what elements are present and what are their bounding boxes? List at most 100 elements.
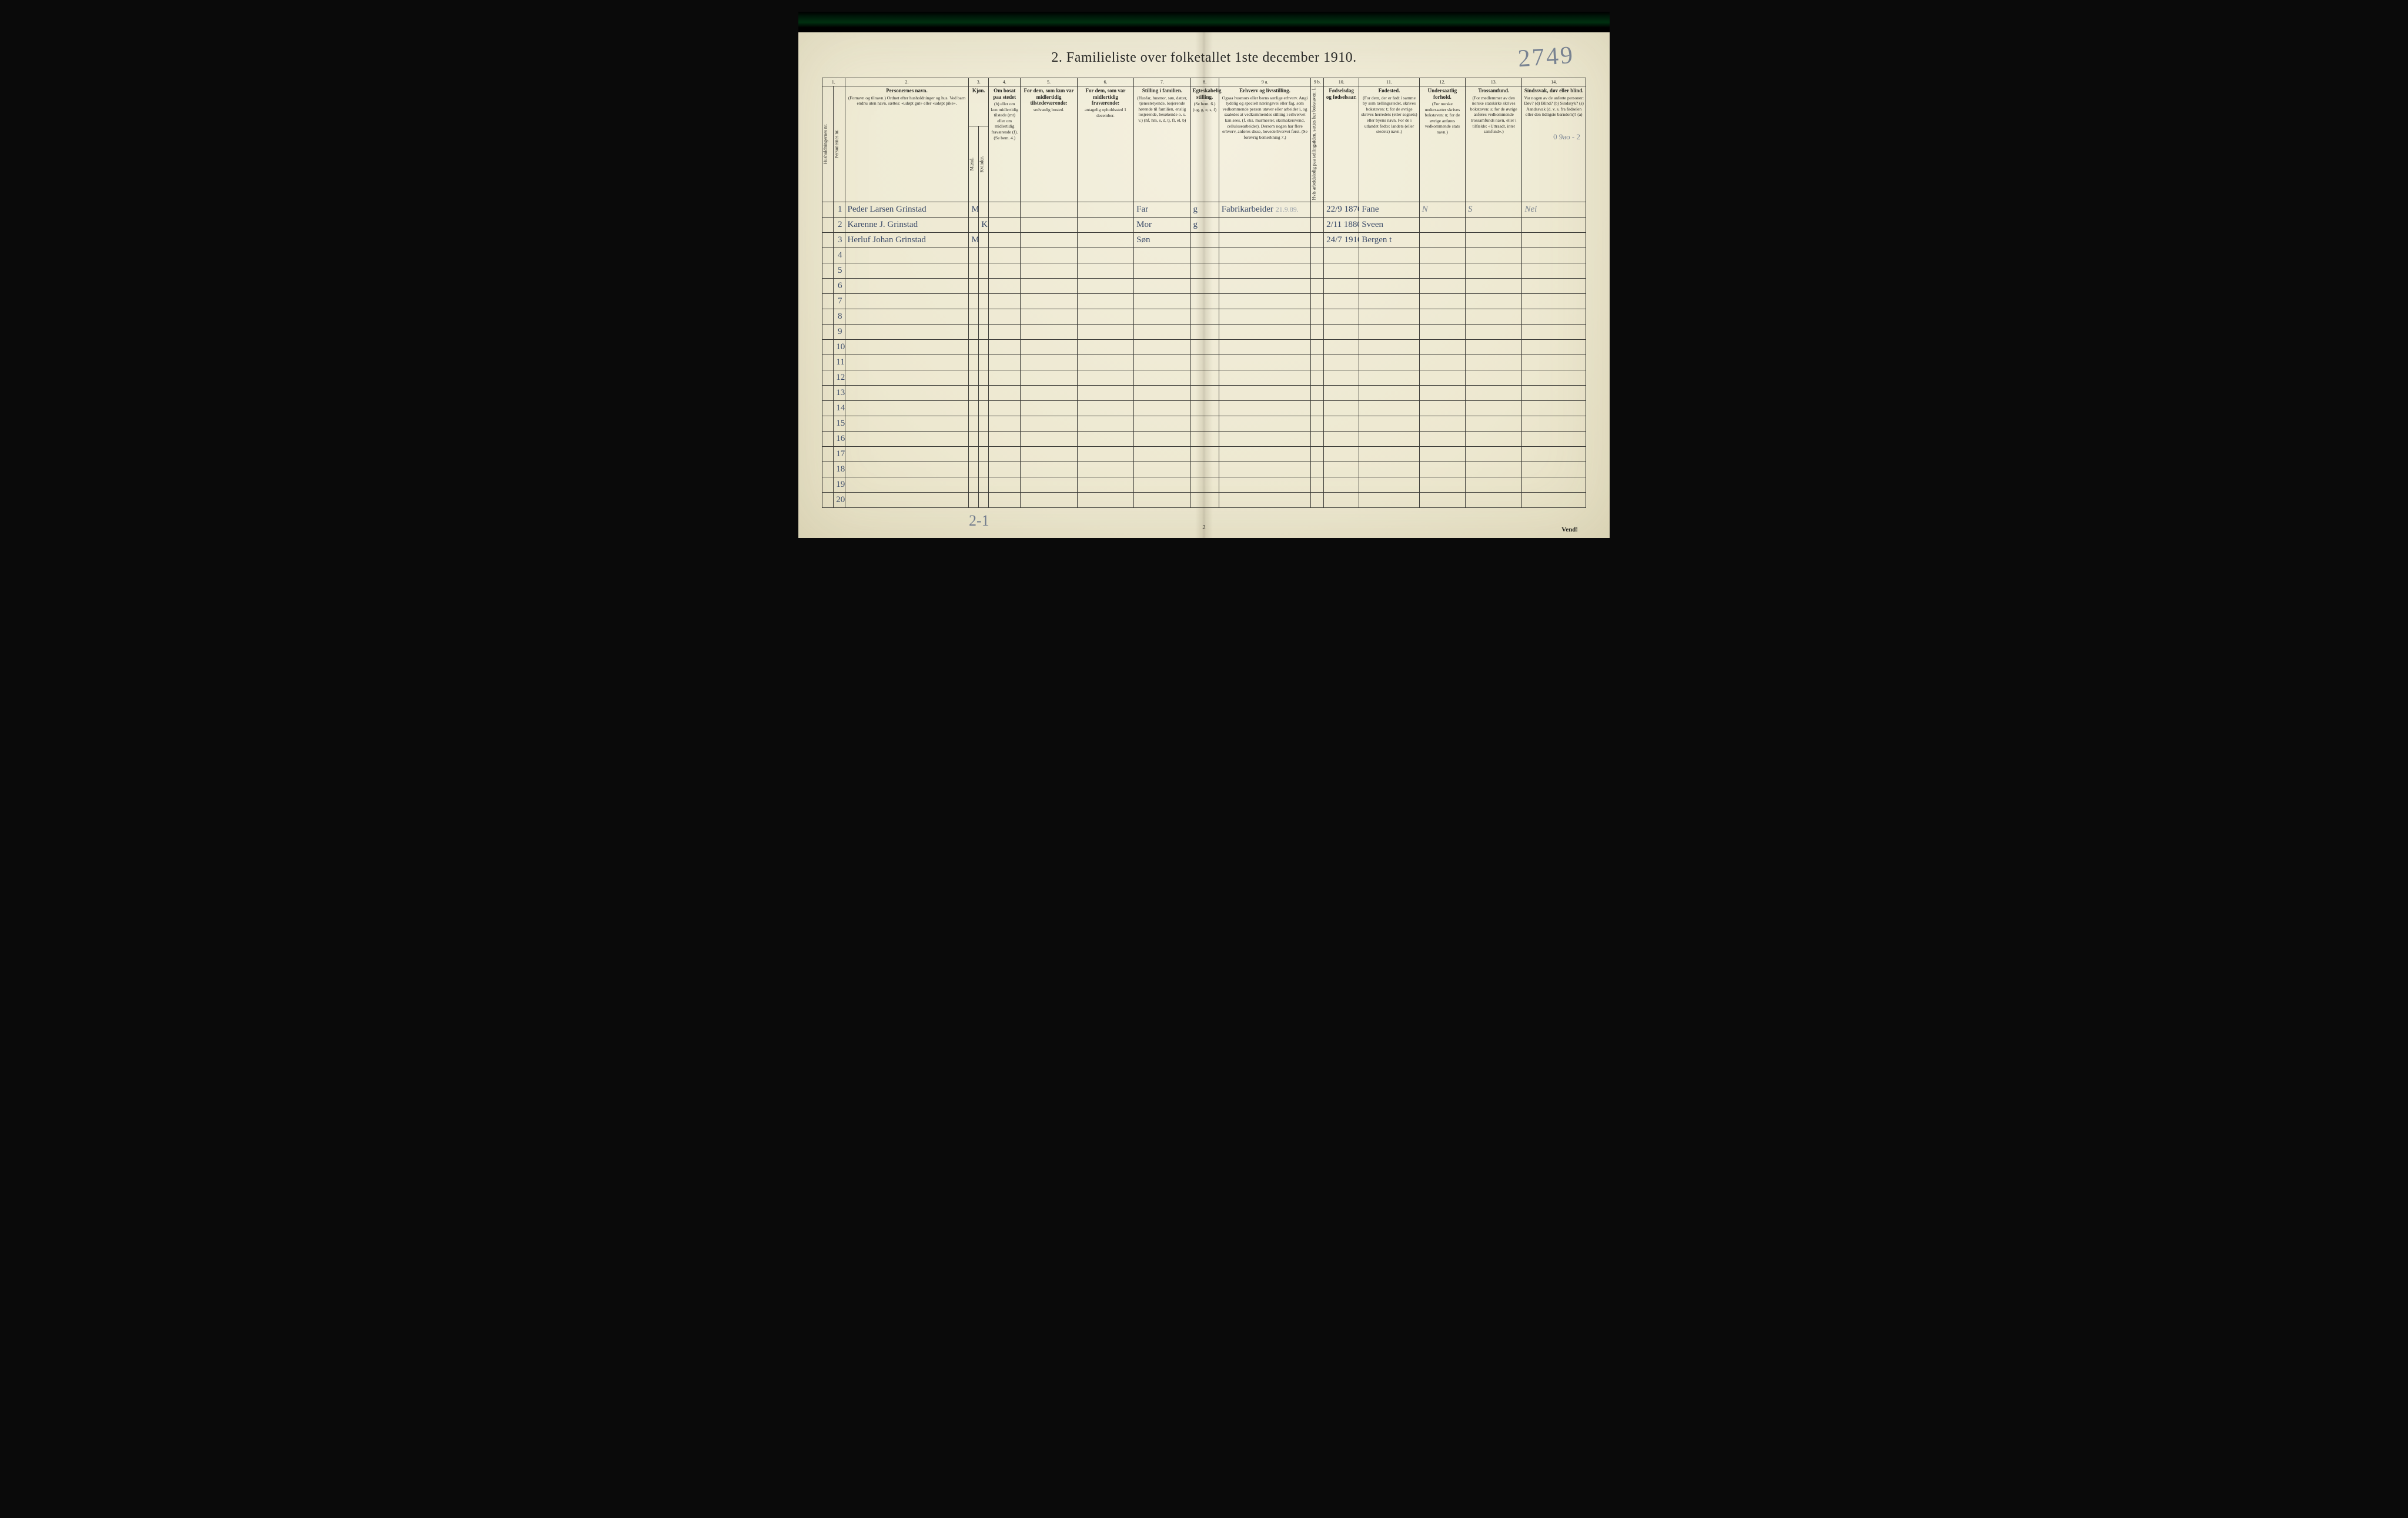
cell-religion bbox=[1466, 232, 1522, 248]
hdr-sex-k: Kvinder. bbox=[979, 126, 989, 202]
empty-cell bbox=[1190, 446, 1219, 462]
empty-cell: 17 bbox=[834, 446, 845, 462]
empty-cell bbox=[822, 416, 834, 431]
empty-cell: 16 bbox=[834, 431, 845, 446]
empty-cell bbox=[1219, 324, 1311, 339]
hdr-temp-present-title: For dem, som kun var midlertidig tilsted… bbox=[1022, 88, 1075, 106]
empty-cell: 8 bbox=[834, 309, 845, 324]
hdr-sex-m: Mænd. bbox=[969, 126, 979, 202]
empty-cell bbox=[1419, 339, 1465, 355]
empty-cell bbox=[1190, 477, 1219, 492]
empty-cell bbox=[822, 339, 834, 355]
col-num-13: 13. bbox=[1466, 78, 1522, 86]
empty-cell bbox=[822, 492, 834, 507]
cell-disability bbox=[1522, 232, 1586, 248]
empty-cell bbox=[1311, 431, 1324, 446]
empty-cell bbox=[979, 263, 989, 278]
empty-cell bbox=[1324, 400, 1359, 416]
table-body: 1Peder Larsen GrinstadMFargFabrikarbeide… bbox=[822, 202, 1586, 507]
empty-cell: 5 bbox=[834, 263, 845, 278]
empty-cell bbox=[822, 462, 834, 477]
hdr-temp-absent-sub: antagelig opholdssted 1 december. bbox=[1085, 107, 1126, 118]
empty-cell bbox=[1021, 400, 1077, 416]
footer-handwritten-mark: 2-1 bbox=[969, 512, 989, 530]
empty-cell bbox=[1219, 492, 1311, 507]
col-num-9a: 9 a. bbox=[1219, 78, 1311, 86]
hdr-nationality-sub: (For norske undersaatter skrives bokstav… bbox=[1425, 101, 1460, 135]
empty-cell bbox=[1311, 492, 1324, 507]
empty-cell bbox=[1134, 278, 1190, 293]
hdr-marital-title: Egteskabelig stilling. bbox=[1193, 88, 1217, 100]
empty-cell bbox=[1359, 477, 1419, 492]
empty-cell bbox=[1311, 339, 1324, 355]
empty-cell bbox=[1190, 416, 1219, 431]
empty-cell bbox=[1190, 293, 1219, 309]
empty-cell bbox=[989, 416, 1021, 431]
cell-residence bbox=[989, 217, 1021, 232]
empty-cell bbox=[1021, 278, 1077, 293]
table-row: 13 bbox=[822, 385, 1586, 400]
empty-cell bbox=[1466, 462, 1522, 477]
empty-cell bbox=[1190, 385, 1219, 400]
empty-cell: 19 bbox=[834, 477, 845, 492]
table-row: 12 bbox=[822, 370, 1586, 385]
empty-cell bbox=[1219, 355, 1311, 370]
hdr-name: Personernes navn. (Fornavn og tilnavn.) … bbox=[845, 86, 969, 202]
empty-cell bbox=[979, 492, 989, 507]
empty-cell bbox=[1077, 293, 1133, 309]
handwritten-page-number: 2749 bbox=[1517, 41, 1575, 73]
empty-cell bbox=[1522, 324, 1586, 339]
empty-cell bbox=[969, 462, 979, 477]
empty-cell bbox=[1190, 309, 1219, 324]
empty-cell bbox=[969, 263, 979, 278]
empty-cell bbox=[1190, 370, 1219, 385]
table-row: 1Peder Larsen GrinstadMFargFabrikarbeide… bbox=[822, 202, 1586, 217]
empty-cell bbox=[1466, 385, 1522, 400]
empty-cell bbox=[1077, 370, 1133, 385]
hdr-disability-sub: Var nogen av de anførte personer: Døv? (… bbox=[1524, 95, 1583, 118]
hdr-religion-sub: (For medlemmer av den norske statskirke … bbox=[1470, 95, 1517, 135]
empty-cell bbox=[1359, 339, 1419, 355]
empty-cell bbox=[969, 339, 979, 355]
empty-cell bbox=[822, 355, 834, 370]
empty-cell: 20 bbox=[834, 492, 845, 507]
empty-cell bbox=[979, 370, 989, 385]
hdr-marital-sub: (Se bem. 6.) (ug, g, e, s, f) bbox=[1193, 101, 1216, 112]
empty-cell bbox=[845, 370, 969, 385]
empty-cell bbox=[989, 278, 1021, 293]
col-num-7: 7. bbox=[1134, 78, 1190, 86]
empty-cell bbox=[979, 278, 989, 293]
empty-cell bbox=[979, 416, 989, 431]
empty-cell bbox=[1324, 339, 1359, 355]
cell-residence bbox=[989, 232, 1021, 248]
empty-cell bbox=[845, 355, 969, 370]
empty-cell: 7 bbox=[834, 293, 845, 309]
empty-cell bbox=[1522, 431, 1586, 446]
empty-cell bbox=[1134, 355, 1190, 370]
empty-cell bbox=[1522, 355, 1586, 370]
empty-cell bbox=[1077, 339, 1133, 355]
cell-occupation: Fabrikarbeider 21.9.89. bbox=[1219, 202, 1311, 217]
cell-temp-absent bbox=[1077, 232, 1133, 248]
empty-cell bbox=[1021, 492, 1077, 507]
cell-disability bbox=[1522, 217, 1586, 232]
empty-cell bbox=[1021, 309, 1077, 324]
hdr-residence-title: Om bosat paa stedet bbox=[991, 88, 1018, 100]
cell-occupation bbox=[1219, 232, 1311, 248]
empty-cell bbox=[1466, 492, 1522, 507]
cell-person-nr: 2 bbox=[834, 217, 845, 232]
empty-cell bbox=[845, 385, 969, 400]
table-row: 6 bbox=[822, 278, 1586, 293]
empty-cell bbox=[845, 339, 969, 355]
empty-cell bbox=[845, 293, 969, 309]
empty-cell bbox=[1077, 278, 1133, 293]
empty-cell bbox=[1466, 278, 1522, 293]
table-row: 3Herluf Johan GrinstadMSøn24/7 1910Berge… bbox=[822, 232, 1586, 248]
empty-cell bbox=[969, 416, 979, 431]
cell-sex-k bbox=[979, 202, 989, 217]
empty-cell bbox=[1419, 462, 1465, 477]
hdr-birthdate-title: Fødselsdag og fødselsaar. bbox=[1326, 88, 1357, 100]
cell-household bbox=[822, 232, 834, 248]
empty-cell bbox=[969, 355, 979, 370]
empty-cell bbox=[989, 355, 1021, 370]
